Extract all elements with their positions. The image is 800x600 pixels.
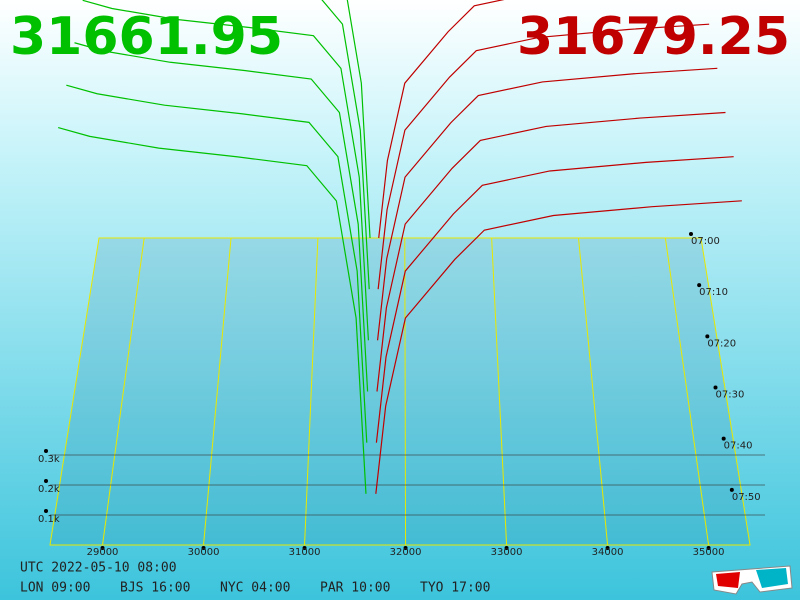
time-label: 07:30: [716, 390, 745, 401]
depth-line: [375, 200, 742, 494]
ask-price: 31679.25: [517, 7, 790, 67]
time-tick: [705, 334, 710, 339]
tick-mark: [403, 546, 408, 550]
depth-line: [376, 67, 718, 341]
city-time: NYC 04:00: [220, 581, 290, 596]
time-label: 07:00: [691, 236, 720, 247]
time-tick: [713, 385, 718, 390]
tick-mark: [706, 546, 711, 550]
city-time: BJS 16:00: [120, 581, 190, 596]
depth-line: [58, 127, 367, 494]
depth-line: [82, 0, 370, 341]
grid-line: [404, 237, 407, 546]
grid-line: [203, 237, 232, 546]
x-tick-label: 30000: [188, 547, 220, 558]
grid-line: [304, 237, 319, 546]
time-tick: [689, 232, 693, 236]
grid-line: [102, 237, 145, 546]
depth-line: [377, 23, 710, 290]
depth-line: [66, 84, 368, 443]
tick-mark: [100, 546, 105, 550]
city-time: LON 09:00: [20, 581, 90, 596]
utc-time: UTC 2022-05-10 08:00: [20, 561, 177, 576]
city-time: TYO 17:00: [420, 581, 490, 596]
bid-price: 31661.95: [10, 7, 283, 67]
time-label: 07:10: [699, 287, 728, 298]
y-tick-label: 0.2k: [38, 484, 60, 495]
tick-mark: [302, 546, 307, 550]
tick-mark: [605, 546, 610, 550]
time-label: 07:50: [732, 492, 761, 503]
grid-line: [664, 237, 710, 546]
x-tick-label: 31000: [289, 547, 321, 558]
time-tick: [697, 283, 702, 288]
y-tick-label: 0.3k: [38, 454, 60, 465]
city-time: PAR 10:00: [320, 581, 390, 596]
tick-mark: [44, 479, 48, 483]
floor: [49, 237, 751, 546]
depth-line: [74, 42, 369, 392]
tick-mark: [44, 449, 48, 453]
grid-line: [491, 237, 508, 546]
y-tick-label: 0.1k: [38, 514, 60, 525]
tick-mark: [44, 509, 48, 513]
3d-glasses-icon: [711, 565, 793, 595]
tick-mark: [201, 546, 206, 550]
x-tick-label: 33000: [491, 547, 523, 558]
time-tick: [729, 487, 734, 492]
city-times: LON 09:00 BJS 16:00 NYC 04:00 PAR 10:00 TYO …: [20, 581, 490, 596]
depth-line: [346, 0, 371, 239]
time-label: 07:40: [724, 441, 753, 452]
x-tick-label: 32000: [390, 547, 422, 558]
depth-line: [375, 156, 734, 443]
x-tick-label: 29000: [87, 547, 119, 558]
depth-line: [378, 0, 505, 239]
time-tick: [721, 436, 726, 441]
grid-line: [578, 237, 609, 546]
tick-mark: [504, 546, 509, 550]
depth-line: [376, 111, 726, 392]
time-label: 07:20: [707, 338, 736, 349]
depth-line: [321, 0, 370, 290]
x-tick-label: 35000: [693, 547, 725, 558]
x-tick-label: 34000: [592, 547, 624, 558]
plot: 29000 30000 31000 32000 33000 34000 35000 0.1k 0…: [38, 0, 765, 558]
